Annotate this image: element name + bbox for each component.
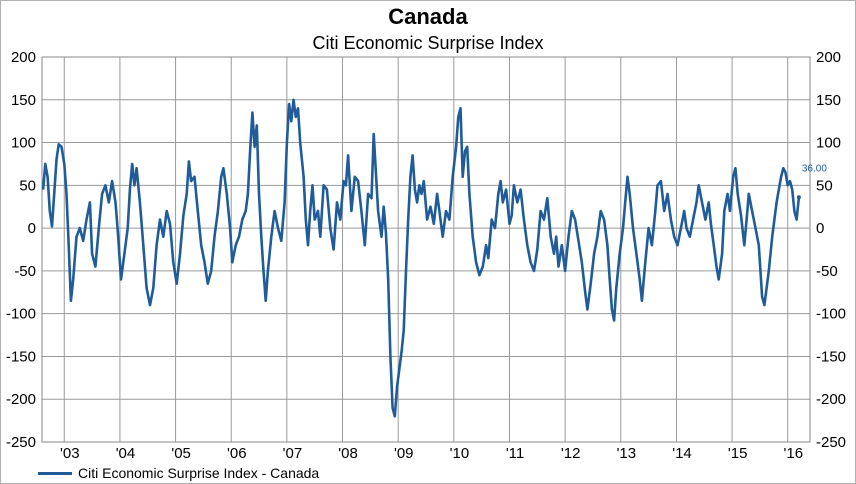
plot-border: [41, 56, 811, 443]
series-line: [41, 98, 801, 418]
x-tick-label: '13: [617, 445, 637, 462]
x-tick-label: '06: [227, 445, 247, 462]
y-tick-label-right: 50: [816, 177, 833, 194]
x-tick-label: '08: [338, 445, 358, 462]
y-tick-label-right: -150: [816, 348, 846, 365]
y-tick-label-right: 150: [816, 92, 841, 109]
series-group: [41, 98, 801, 418]
y-tick-label-left: 100: [11, 135, 36, 152]
y-tick-label-left: 0: [28, 220, 36, 237]
x-tick-label: '09: [394, 445, 414, 462]
y-axis-left: 200 150 100 50 0 -50 -100 -150 -200 -250: [6, 49, 36, 451]
x-axis: '03 '04 '05 '06 '07 '08 '09 '10 '11 '12 '13 '14 '15 '…: [60, 445, 803, 462]
last-point: [796, 195, 801, 200]
x-tick-label: '03: [60, 445, 80, 462]
x-tick-label: '14: [672, 445, 692, 462]
y-tick-label-right: 200: [816, 49, 841, 66]
x-tick-label: '07: [283, 445, 303, 462]
y-tick-label-left: 150: [11, 92, 36, 109]
last-value-label: 36.00: [802, 163, 827, 174]
chart-title: Canada: [388, 4, 468, 29]
y-tick-label-right: -50: [816, 263, 838, 280]
plot-area-border: [41, 56, 811, 443]
y-tick-label-right: -100: [816, 306, 846, 323]
y-tick-label-left: -50: [14, 263, 36, 280]
y-tick-label-right: -200: [816, 391, 846, 408]
chart-subtitle: Citi Economic Surprise Index: [312, 33, 544, 53]
x-tick-label: '04: [116, 445, 136, 462]
y-tick-label-left: -100: [6, 306, 36, 323]
y-tick-label-left: -200: [6, 391, 36, 408]
y-tick-label-left: -250: [6, 434, 36, 451]
y-tick-label-left: 50: [19, 177, 36, 194]
y-tick-label-right: -250: [816, 434, 846, 451]
x-tick-label: '16: [784, 445, 804, 462]
x-tick-label: '10: [450, 445, 470, 462]
legend-swatch: [38, 471, 72, 475]
y-tick-label-right: 0: [816, 220, 824, 237]
y-tick-label-left: 200: [11, 49, 36, 66]
legend-label: Citi Economic Surprise Index - Canada: [78, 465, 320, 481]
last-value-label-group: 36.00: [802, 163, 827, 174]
y-tick-label-right: 100: [816, 135, 841, 152]
x-tick-label: '05: [171, 445, 191, 462]
legend: Citi Economic Surprise Index - Canada: [38, 464, 319, 482]
y-axis-right: 200 150 100 50 0 -50 -100 -150 -200 -250: [816, 49, 846, 451]
x-tick-label: '12: [561, 445, 581, 462]
y-tick-label-left: -150: [6, 348, 36, 365]
x-tick-label: '15: [728, 445, 748, 462]
x-tick-label: '11: [506, 445, 524, 462]
